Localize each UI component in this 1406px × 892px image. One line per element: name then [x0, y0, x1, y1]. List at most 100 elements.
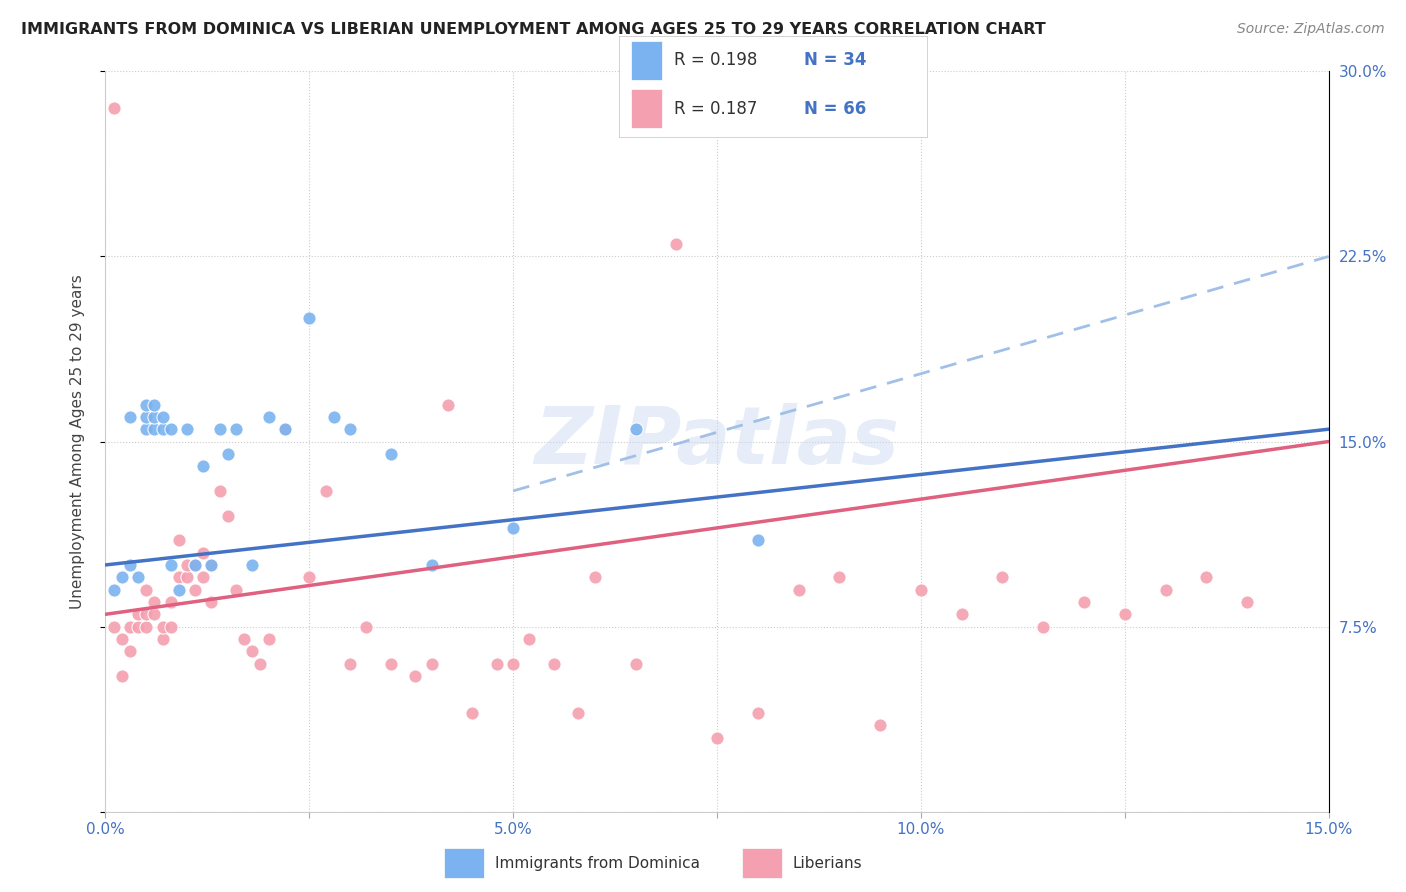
Point — [910, 582, 932, 597]
Bar — [631, 89, 662, 128]
Point — [127, 607, 149, 622]
Text: Liberians: Liberians — [793, 855, 863, 871]
Point — [1032, 619, 1054, 633]
Point — [274, 422, 297, 436]
Point — [869, 718, 891, 732]
Point — [118, 619, 141, 633]
Point — [217, 508, 239, 523]
Point — [249, 657, 271, 671]
Point — [143, 607, 166, 622]
Point — [950, 607, 973, 622]
Text: R = 0.187: R = 0.187 — [675, 100, 758, 118]
Point — [485, 657, 508, 671]
Point — [193, 459, 215, 474]
Text: Source: ZipAtlas.com: Source: ZipAtlas.com — [1237, 22, 1385, 37]
Point — [176, 558, 198, 572]
FancyBboxPatch shape — [619, 36, 928, 138]
Point — [356, 619, 378, 633]
Point — [127, 619, 149, 633]
Bar — [742, 848, 782, 878]
Point — [167, 570, 190, 584]
Point — [706, 731, 728, 745]
Point — [200, 595, 222, 609]
Point — [787, 582, 810, 597]
Point — [225, 582, 247, 597]
Point — [991, 570, 1014, 584]
Point — [118, 409, 141, 424]
Point — [152, 409, 174, 424]
Text: Immigrants from Dominica: Immigrants from Dominica — [495, 855, 700, 871]
Point — [225, 422, 247, 436]
Point — [322, 409, 344, 424]
Point — [159, 422, 181, 436]
Point — [103, 102, 125, 116]
Point — [200, 558, 222, 572]
Point — [1195, 570, 1218, 584]
Point — [502, 657, 524, 671]
Point — [1236, 595, 1258, 609]
Point — [339, 422, 361, 436]
Point — [583, 570, 606, 584]
Point — [1073, 595, 1095, 609]
Text: N = 66: N = 66 — [804, 100, 866, 118]
Point — [404, 669, 426, 683]
Point — [103, 582, 125, 597]
Point — [208, 483, 231, 498]
Bar — [631, 41, 662, 79]
Point — [127, 570, 149, 584]
Point — [543, 657, 565, 671]
Point — [135, 422, 157, 436]
Point — [118, 558, 141, 572]
Point — [380, 447, 402, 461]
Point — [143, 397, 166, 411]
Point — [167, 582, 190, 597]
Point — [437, 397, 460, 411]
Point — [240, 644, 263, 658]
Point — [135, 582, 157, 597]
Point — [274, 422, 297, 436]
Point — [111, 669, 134, 683]
Point — [184, 558, 207, 572]
Point — [208, 422, 231, 436]
Point — [624, 657, 647, 671]
Point — [502, 521, 524, 535]
Point — [380, 657, 402, 671]
Text: IMMIGRANTS FROM DOMINICA VS LIBERIAN UNEMPLOYMENT AMONG AGES 25 TO 29 YEARS CORR: IMMIGRANTS FROM DOMINICA VS LIBERIAN UNE… — [21, 22, 1046, 37]
Point — [159, 558, 181, 572]
Point — [118, 644, 141, 658]
Point — [567, 706, 589, 720]
Point — [315, 483, 337, 498]
Point — [200, 558, 222, 572]
Point — [828, 570, 851, 584]
Y-axis label: Unemployment Among Ages 25 to 29 years: Unemployment Among Ages 25 to 29 years — [70, 274, 84, 609]
Point — [135, 397, 157, 411]
Point — [135, 619, 157, 633]
Point — [152, 619, 174, 633]
Point — [240, 558, 263, 572]
Point — [184, 582, 207, 597]
Bar — [444, 848, 484, 878]
Point — [143, 595, 166, 609]
Point — [1154, 582, 1177, 597]
Point — [420, 558, 443, 572]
Point — [176, 570, 198, 584]
Point — [257, 409, 280, 424]
Point — [135, 409, 157, 424]
Point — [103, 619, 125, 633]
Point — [298, 311, 321, 326]
Point — [152, 632, 174, 646]
Point — [624, 422, 647, 436]
Point — [747, 533, 769, 548]
Point — [176, 422, 198, 436]
Point — [420, 657, 443, 671]
Point — [193, 570, 215, 584]
Text: ZIPatlas: ZIPatlas — [534, 402, 900, 481]
Point — [257, 632, 280, 646]
Point — [143, 422, 166, 436]
Point — [1114, 607, 1136, 622]
Point — [143, 409, 166, 424]
Point — [193, 546, 215, 560]
Point — [111, 570, 134, 584]
Point — [152, 422, 174, 436]
Point — [233, 632, 256, 646]
